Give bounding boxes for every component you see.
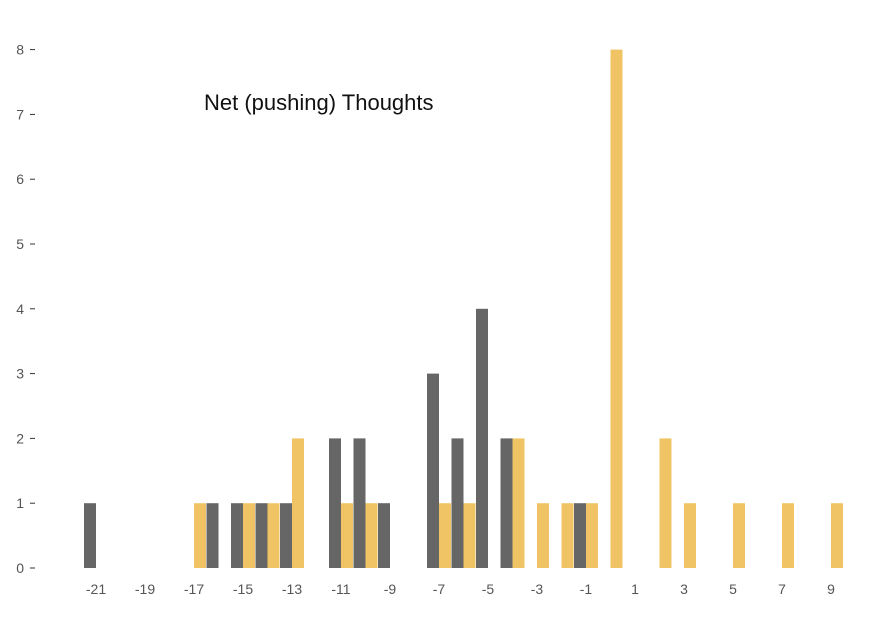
bar — [451, 438, 464, 568]
x-tick-label: 5 — [729, 581, 737, 597]
x-tick-label: 9 — [827, 581, 835, 597]
bar — [586, 503, 598, 568]
bar — [476, 308, 488, 568]
bar — [512, 438, 525, 568]
bar — [84, 503, 96, 568]
bar — [329, 438, 341, 568]
bar — [684, 503, 696, 568]
bar — [378, 503, 390, 568]
bar — [659, 438, 672, 568]
bar — [231, 503, 243, 568]
x-tick-label: -11 — [331, 581, 350, 597]
bar — [292, 438, 304, 568]
bar — [341, 503, 353, 568]
bar — [267, 503, 280, 568]
x-tick-label: -5 — [482, 581, 495, 597]
bar — [782, 503, 794, 568]
chart-title: Net (pushing) Thoughts — [204, 90, 434, 115]
x-tick-label: 1 — [631, 581, 639, 597]
y-tick-label: 3 — [16, 366, 24, 382]
bar — [574, 503, 586, 568]
bar — [427, 373, 439, 568]
bar — [194, 503, 206, 568]
x-tick-label: 3 — [680, 581, 688, 597]
x-tick-label: -13 — [282, 581, 302, 597]
y-tick-label: 1 — [16, 495, 24, 511]
bar — [500, 438, 513, 568]
x-axis: -21 -19 -17 -15 -13 -11 -9 -7 -5 -3 -1 1 3 5 7 9 — [86, 581, 835, 597]
x-tick-label: -7 — [433, 581, 446, 597]
bar — [365, 503, 378, 568]
bar — [610, 49, 623, 569]
y-tick-label: 0 — [16, 560, 24, 576]
y-tick-label: 7 — [16, 106, 24, 122]
y-tick-label: 5 — [16, 236, 24, 252]
bars — [84, 49, 843, 569]
x-tick-label: -9 — [384, 581, 397, 597]
x-tick-label: -21 — [86, 581, 106, 597]
x-tick-label: -3 — [531, 581, 544, 597]
bar — [733, 503, 745, 568]
bar — [439, 503, 451, 568]
bar — [206, 503, 219, 568]
bar — [561, 503, 574, 568]
y-tick-label: 2 — [16, 430, 24, 446]
x-tick-label: -19 — [135, 581, 155, 597]
y-tick-label: 6 — [16, 171, 24, 187]
bar — [255, 503, 268, 568]
bar — [353, 438, 366, 568]
x-tick-label: -17 — [184, 581, 204, 597]
x-tick-label: -15 — [233, 581, 253, 597]
bar — [463, 503, 476, 568]
y-tick-label: 8 — [16, 42, 24, 58]
y-axis: 0 1 2 3 4 5 6 7 8 — [16, 42, 35, 576]
x-tick-label: -1 — [580, 581, 593, 597]
bar — [537, 503, 549, 568]
bar — [831, 503, 843, 568]
y-tick-label: 4 — [16, 301, 24, 317]
bar — [280, 503, 292, 568]
bar — [243, 503, 255, 568]
x-tick-label: 7 — [778, 581, 786, 597]
